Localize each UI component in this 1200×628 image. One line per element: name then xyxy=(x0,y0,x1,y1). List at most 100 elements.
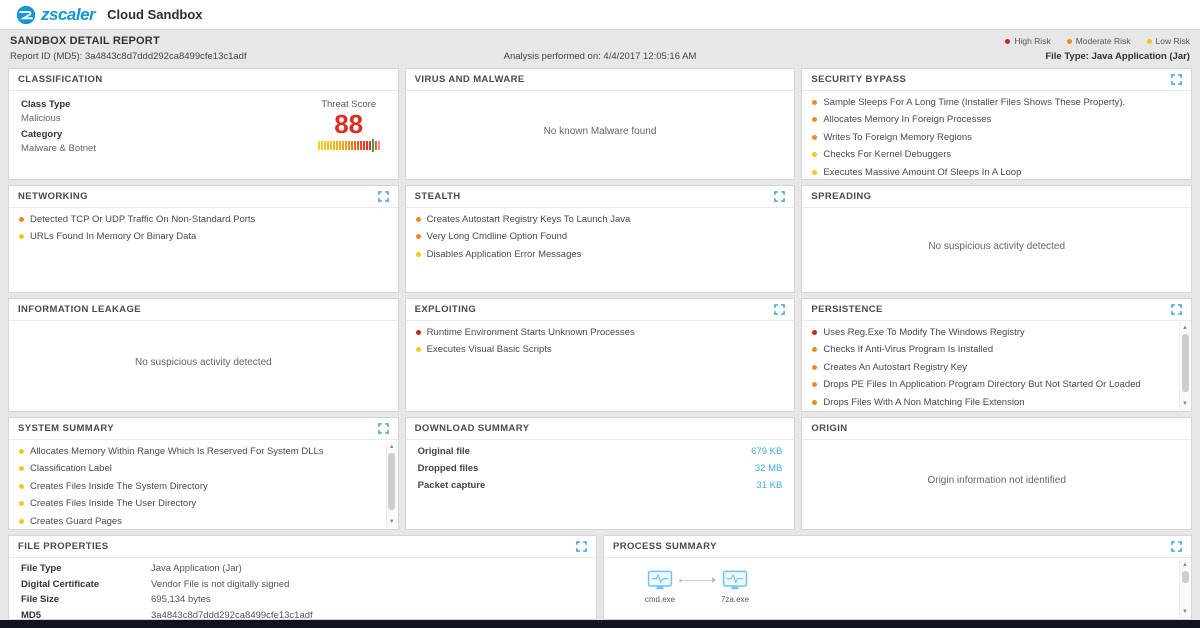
scroll-track[interactable] xyxy=(388,453,396,516)
finding-text: Uses Reg.Exe To Modify The Windows Regis… xyxy=(823,327,1025,338)
bottom-bar xyxy=(0,620,1200,628)
threat-score-value: 88 xyxy=(334,109,364,139)
expand-icon[interactable] xyxy=(377,423,389,434)
legend-item: High Risk xyxy=(1005,36,1051,46)
download-link[interactable]: 32 MB xyxy=(754,463,783,474)
finding-text: Checks If Anti-Virus Program Is Installe… xyxy=(823,344,994,356)
scroll-up-icon[interactable]: ▲ xyxy=(388,444,395,450)
scroll-track[interactable] xyxy=(1181,334,1189,398)
scroll-up-icon[interactable]: ▲ xyxy=(1182,325,1188,331)
download-link[interactable]: 679 KB xyxy=(751,446,783,457)
finding-text: Classification Label xyxy=(30,463,112,475)
finding-item: Executes Visual Basic Scripts xyxy=(415,344,785,355)
analysis-timestamp: Analysis performed on: 4/4/2017 12:05:16… xyxy=(503,51,697,62)
finding-text: Creates Files Inside The System Director… xyxy=(30,480,208,492)
finding-text: Allocates Memory In Foreign Processes xyxy=(823,114,992,126)
finding-item: Creates Autostart Registry Keys To Launc… xyxy=(415,214,785,225)
legend-label: Low Risk xyxy=(1155,36,1190,46)
finding-text: Creates Autostart Registry Keys To Launc… xyxy=(426,214,631,225)
panel-title: INFORMATION LEAKAGE xyxy=(18,304,142,315)
finding-text: Sample Sleeps For A Long Time (Installer… xyxy=(823,97,1126,108)
report-header: SANDBOX DETAIL REPORT High Risk Moderate… xyxy=(0,30,1200,68)
threat-score-label: Threat Score xyxy=(321,99,377,110)
expand-icon[interactable] xyxy=(1171,74,1182,85)
panel-title: PROCESS SUMMARY xyxy=(613,541,717,552)
finding-item: Drops Files With A Non Matching File Ext… xyxy=(812,396,1163,408)
scroll-thumb[interactable] xyxy=(388,453,396,510)
process-node[interactable]: cmd.exe xyxy=(642,570,678,604)
field-label: Class Type xyxy=(21,99,71,110)
legend-label: High Risk xyxy=(1014,36,1051,46)
finding-item: Detected TCP Or UDP Traffic On Non-Stand… xyxy=(19,214,388,225)
download-link[interactable]: 31 KB xyxy=(756,480,783,491)
panel-title: NETWORKING xyxy=(18,191,88,202)
risk-dot-icon xyxy=(812,169,818,175)
scroll-thumb[interactable] xyxy=(1181,334,1189,392)
scroll-track[interactable] xyxy=(1181,571,1189,606)
finding-item: Allocates Memory Within Range Which Is R… xyxy=(19,446,370,457)
scroll-down-icon[interactable]: ▼ xyxy=(1182,401,1188,407)
legend-item: Moderate Risk xyxy=(1066,36,1131,46)
property-value: 695,134 bytes xyxy=(151,594,211,605)
risk-dot-icon xyxy=(19,518,24,524)
finding-text: Creates Guard Pages xyxy=(30,515,122,527)
expand-icon[interactable] xyxy=(377,191,389,202)
finding-item: Checks If Anti-Virus Program Is Installe… xyxy=(812,344,1163,356)
expand-icon[interactable] xyxy=(1171,541,1182,552)
process-node[interactable]: 7za.exe xyxy=(717,570,753,604)
expand-icon[interactable] xyxy=(576,541,587,552)
expand-icon[interactable] xyxy=(774,304,786,315)
property-label: MD5 xyxy=(21,609,42,620)
findings-list: Detected TCP Or UDP Traffic On Non-Stand… xyxy=(9,208,398,243)
process-branch: cmd.exe xyxy=(642,570,1173,604)
panel-classification: CLASSIFICATION Class Type Malicious Cate… xyxy=(8,68,399,180)
zscaler-logo-icon xyxy=(16,5,36,24)
risk-dot-icon xyxy=(415,251,421,257)
panel-title: FILE PROPERTIES xyxy=(18,541,109,552)
threat-score-marker xyxy=(372,138,375,152)
panel-stealth: STEALTH Creates Autostart Registry Keys … xyxy=(404,185,796,293)
expand-icon[interactable] xyxy=(1171,304,1182,315)
top-brand-bar: zscaler Cloud Sandbox xyxy=(0,0,1200,30)
scroll-down-icon[interactable]: ▼ xyxy=(388,519,395,525)
risk-dot-icon xyxy=(812,399,818,405)
empty-message: No suspicious activity detected xyxy=(928,240,1066,252)
panel-persistence: PERSISTENCE Uses Reg.Exe To Modify The W… xyxy=(801,298,1193,412)
empty-message: No suspicious activity detected xyxy=(134,356,272,368)
field-label: Category xyxy=(21,129,63,140)
finding-text: Creates Files Inside The User Directory xyxy=(30,498,197,510)
finding-item: Uses Reg.Exe To Modify The Windows Regis… xyxy=(812,327,1163,338)
finding-text: Drops Files With A Non Matching File Ext… xyxy=(823,396,1025,408)
finding-item: Checks For Kernel Debuggers xyxy=(812,149,1181,160)
finding-item: Creates Guard Pages xyxy=(19,515,370,527)
zscaler-logo: zscaler xyxy=(16,5,96,25)
empty-message: Origin information not identified xyxy=(927,475,1066,486)
panel-title: STEALTH xyxy=(414,191,461,202)
scroll-up-icon[interactable]: ▲ xyxy=(1182,562,1188,568)
panel-virus-and-malware: VIRUS AND MALWARE No known Malware found xyxy=(404,68,796,180)
classification-field: Category Malware & Botnet xyxy=(21,129,96,154)
process-name: 7za.exe xyxy=(720,595,750,604)
download-label: Dropped files xyxy=(417,463,479,474)
risk-legend: High Risk Moderate Risk Low Risk xyxy=(1005,36,1190,46)
panel-title: EXPLOITING xyxy=(414,304,477,315)
report-title: SANDBOX DETAIL REPORT xyxy=(10,35,160,47)
expand-icon[interactable] xyxy=(774,191,786,202)
report-grid: CLASSIFICATION Class Type Malicious Cate… xyxy=(0,68,1200,620)
finding-text: Allocates Memory Within Range Which Is R… xyxy=(30,446,324,457)
scroll-down-icon[interactable]: ▼ xyxy=(1182,609,1188,615)
scrollbar[interactable]: ▲ ▼ xyxy=(385,441,397,528)
download-label: Original file xyxy=(417,446,470,457)
risk-dot-icon xyxy=(415,330,421,335)
panel-system-summary: SYSTEM SUMMARY Allocates Memory Within R… xyxy=(8,417,399,530)
property-label: File Type xyxy=(21,563,62,574)
scrollbar[interactable]: ▲ ▼ xyxy=(1179,559,1190,618)
finding-item: Executes Massive Amount Of Sleeps In A L… xyxy=(812,167,1181,178)
finding-item: URLs Found In Memory Or Binary Data xyxy=(19,231,388,242)
property-value: 3a4843c8d7ddd292ca8499cfe13c1adf xyxy=(151,609,313,620)
findings-list: Allocates Memory Within Range Which Is R… xyxy=(9,440,380,529)
scroll-thumb[interactable] xyxy=(1181,571,1189,583)
scrollbar[interactable]: ▲ ▼ xyxy=(1179,322,1191,410)
finding-text: Drops PE Files In Application Program Di… xyxy=(823,379,1141,391)
property-label: Digital Certificate xyxy=(21,578,100,590)
